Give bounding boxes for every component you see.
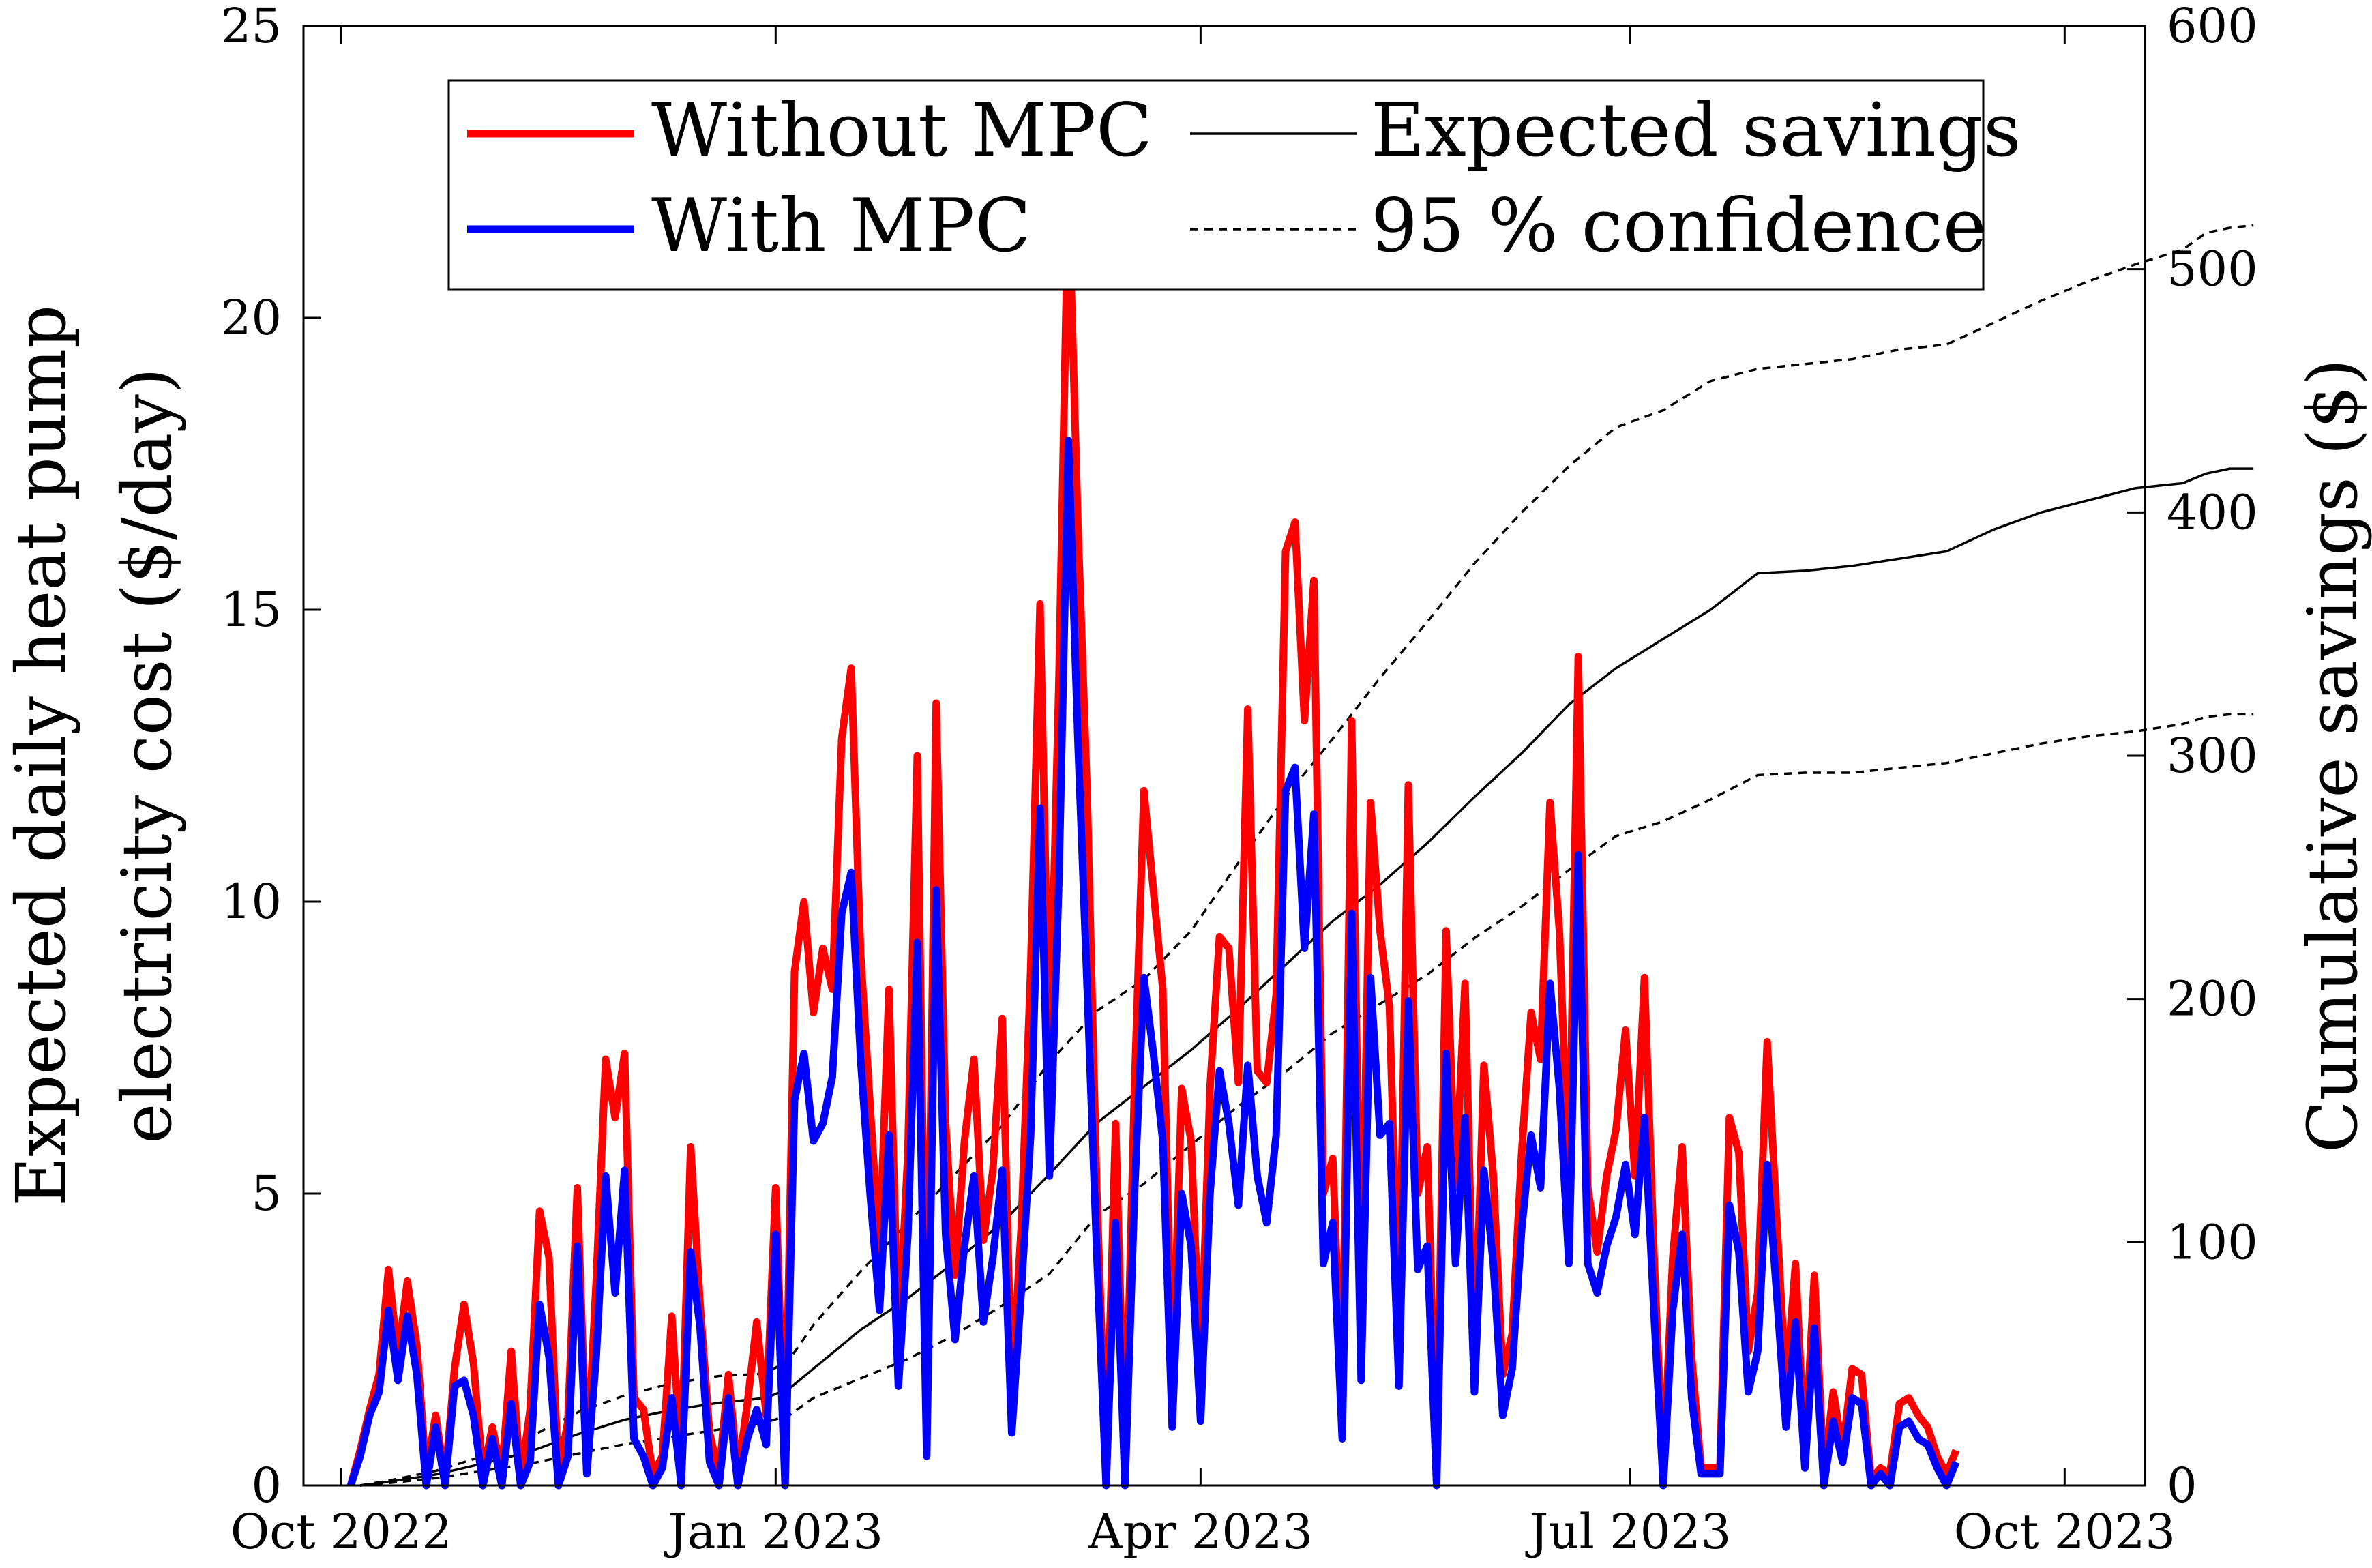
y-right-tick-label: 400 [2167,484,2258,540]
y-right-tick-label: 500 [2167,241,2258,297]
legend-label-confidence: 95 % confidence [1371,183,1987,269]
legend: Without MPC With MPC Expected savings 95… [447,79,2021,291]
x-tick-label: Jan 2023 [664,1504,883,1560]
y-axis-left-title-line-1-text: Expected daily heat pump [1,305,81,1207]
y-right-tick-label: 0 [2167,1458,2197,1513]
series-line-with-mpc [346,437,1960,1490]
y-left-tick-label: 15 [221,582,282,638]
series-line-confidence-lower [359,713,2254,1487]
y-right-tick-label: 600 [2167,0,2258,54]
tick-layer: Oct 2022 Jan 2023 Apr 2023 Jul 2023 Oct 2023… [221,0,2258,1560]
y-right-tick-label: 200 [2167,971,2258,1027]
legend-label-without-mpc: Without MPC [651,88,1153,173]
series-layer [346,179,2254,1490]
x-tick-label: Apr 2023 [1088,1504,1313,1560]
y-left-tick-label: 5 [251,1166,282,1222]
legend-label-expected-savings: Expected savings [1371,88,2021,173]
y-axis-left-title-line-2-text: electricity cost ($/day) [107,368,187,1144]
x-tick-label: Jul 2023 [1525,1504,1731,1560]
y-left-tick-label: 10 [221,874,282,930]
y-left-tick-label: 20 [221,290,282,346]
y-axis-right-title: Cumulative savings ($) [2293,359,2372,1153]
legend-box [447,79,1985,291]
legend-label-with-mpc: With MPC [651,183,1031,269]
y-right-tick-label: 100 [2167,1214,2258,1270]
x-tick-label: Oct 2022 [231,1504,452,1560]
x-tick-label: Oct 2023 [1954,1504,2176,1560]
y-left-tick-label: 0 [251,1458,282,1513]
y-right-tick-label: 300 [2167,728,2258,784]
y-left-tick-label: 25 [221,0,282,54]
